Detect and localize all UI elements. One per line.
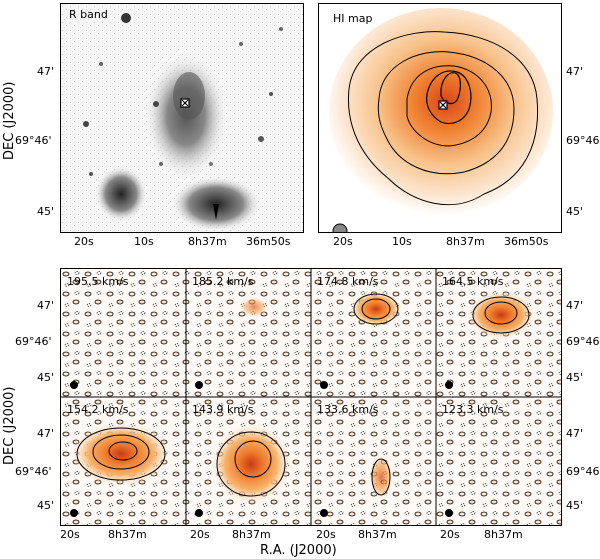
grid-ytick-45-r1-right: 45' (566, 371, 584, 384)
top-xtick-10s: 10s (134, 235, 154, 248)
grid-ytick-46-r2-right: 69°46' (566, 465, 600, 478)
grid-ytick-47-r2-right: 47' (566, 427, 584, 440)
grid-ytick-46-r2: 69°46' (15, 465, 52, 478)
top-ytick-47: 47' (37, 65, 55, 78)
beam-icon (332, 223, 348, 232)
grid-ytick-45-r2-right: 45' (566, 499, 584, 512)
channel-label-3: 174.8 km/s (317, 275, 379, 288)
top-xtick-20s: 20s (74, 235, 94, 248)
grid-xtick-8h37m-c1: 8h37m (108, 528, 147, 541)
grid-ytick-47-r1: 47' (37, 299, 55, 312)
rband-panel: R band (60, 3, 304, 233)
grid-xtick-8h37m-c3: 8h37m (358, 528, 397, 541)
grid-xtick-20s-c3: 20s (316, 528, 336, 541)
top-ytick-46-right: 69°46' (566, 134, 600, 147)
grid-xtick-20s-c4: 20s (440, 528, 460, 541)
beam-icon (445, 509, 453, 517)
top-y-axis-title: DEC (J2000) (2, 81, 17, 161)
channel-label-1: 195.5 km/s (67, 275, 129, 288)
grid-ytick-46-r1-right: 69°46' (566, 335, 600, 348)
rband-label: R band (69, 8, 108, 21)
grid-ytick-47-r2: 47' (37, 427, 55, 440)
hi-map-label: HI map (333, 12, 373, 25)
channel-label-2: 185.2 km/s (192, 275, 254, 288)
grid-x-axis-title: R.A. (J2000) (260, 543, 337, 558)
top-xtick-36m50s-r: 36m50s (504, 235, 549, 248)
grid-xtick-20s-c1: 20s (60, 528, 80, 541)
top-xtick-8h37m-r: 8h37m (446, 235, 485, 248)
top-ytick-47-right: 47' (566, 65, 584, 78)
channel-label-8: 123.3 km/s (442, 403, 504, 416)
channel-label-6: 143.9 km/s (192, 403, 254, 416)
top-xtick-10s-r: 10s (392, 235, 412, 248)
grid-ytick-45-r2: 45' (37, 499, 55, 512)
channel-grid: 195.5 km/s 185.2 km/s 174.8 km/s 164.5 k… (60, 268, 562, 526)
grid-ytick-45-r1: 45' (37, 371, 55, 384)
grid-xtick-8h37m-c2: 8h37m (232, 528, 271, 541)
channel-label-5: 154.2 km/s (67, 403, 129, 416)
beam-icon (70, 509, 78, 517)
channel-grid-image (61, 269, 561, 525)
hi-map-image (329, 8, 553, 232)
center-marker-icon (438, 100, 448, 110)
beam-icon (195, 509, 203, 517)
top-xtick-8h37m: 8h37m (188, 235, 227, 248)
channel-label-4: 164.5 km/s (442, 275, 504, 288)
top-xtick-20s-r: 20s (333, 235, 353, 248)
top-ytick-45: 45' (37, 205, 55, 218)
top-ytick-46: 69°46' (15, 134, 52, 147)
rband-image (61, 4, 303, 232)
grid-xtick-20s-c2: 20s (190, 528, 210, 541)
beam-icon (70, 381, 78, 389)
top-ytick-45-right: 45' (566, 205, 584, 218)
beam-icon (445, 381, 453, 389)
grid-y-axis-title: DEC (J2000) (2, 386, 17, 466)
hi-map-panel: HI map (318, 3, 562, 233)
grid-ytick-47-r1-right: 47' (566, 299, 584, 312)
grid-xtick-8h37m-c4: 8h37m (484, 528, 523, 541)
top-xtick-36m50s: 36m50s (246, 235, 291, 248)
grid-ytick-46-r1: 69°46' (15, 335, 52, 348)
beam-icon (320, 381, 328, 389)
channel-label-7: 133.6 km/s (317, 403, 379, 416)
beam-icon (195, 381, 203, 389)
center-marker-icon (180, 98, 190, 108)
beam-icon (320, 509, 328, 517)
